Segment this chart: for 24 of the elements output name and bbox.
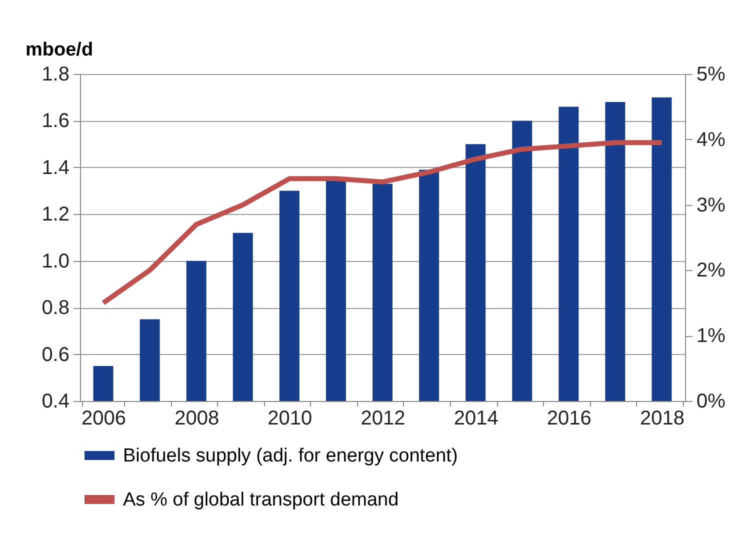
x-tick-label: 2018 (640, 408, 684, 430)
x-tick-label: 2008 (174, 408, 220, 430)
y-axis-title: mboe/d (26, 40, 94, 60)
y-tick-label: 1.6 (42, 110, 70, 132)
y-tick-label: 1.8 (42, 64, 70, 86)
y2-tick-label: 5% (696, 64, 726, 86)
y-tick-label: 1.2 (42, 204, 70, 226)
y-tick-label: 1.4 (42, 156, 70, 179)
y2-tick-label: 4% (696, 128, 726, 151)
y2-tick-label: 2% (696, 260, 726, 282)
legend-label: Biofuels supply (adj. for energy content) (123, 446, 458, 466)
y2-tick-label: 3% (696, 194, 726, 216)
y-tick-label: 0.8 (42, 297, 70, 320)
x-tick-label: 2012 (360, 408, 406, 430)
y-tick-label: 0.6 (42, 344, 70, 366)
x-tick-label: 2006 (82, 408, 126, 430)
x-tick-label: 2010 (268, 408, 312, 430)
y2-tick-label: 1% (696, 325, 726, 348)
y2-tick-label: 0% (696, 390, 726, 412)
x-tick-label: 2014 (454, 408, 498, 430)
y-tick-label: 1.0 (42, 250, 70, 272)
x-tick-label: 2016 (546, 408, 592, 430)
legend-label: As % of global transport demand (123, 490, 399, 510)
y-tick-label: 0.4 (42, 390, 70, 412)
